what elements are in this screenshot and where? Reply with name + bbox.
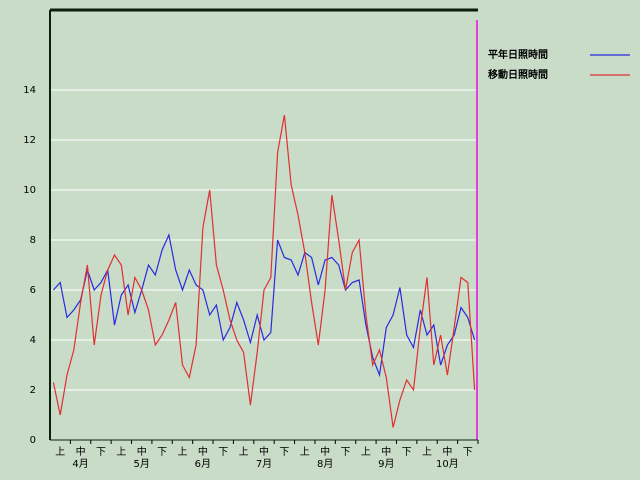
month-label: 10月 (436, 458, 459, 470)
x-tick-label: 上 (177, 446, 187, 458)
x-tick-label: 中 (320, 445, 330, 458)
x-tick-label: 下 (157, 447, 167, 458)
x-tick-label: 中 (198, 445, 208, 458)
y-tick-label: 10 (23, 185, 36, 196)
x-tick-label: 上 (116, 446, 126, 458)
x-tick-label: 中 (76, 445, 86, 458)
month-label: 5月 (134, 458, 150, 470)
legend-label: 平年日照時間 (488, 48, 548, 61)
y-tick-label: 8 (30, 235, 36, 246)
x-tick-label: 下 (279, 447, 289, 458)
month-label: 9月 (378, 458, 394, 470)
month-label: 4月 (72, 458, 88, 470)
month-label: 8月 (317, 458, 333, 470)
x-tick-label: 下 (341, 447, 351, 458)
x-tick-label: 上 (361, 446, 371, 458)
month-label: 6月 (195, 458, 211, 470)
y-tick-label: 4 (30, 335, 36, 346)
month-label: 7月 (256, 458, 272, 470)
x-tick-label: 中 (442, 445, 452, 458)
x-tick-label: 上 (55, 446, 65, 458)
series-line (52, 114, 476, 428)
x-tick-label: 中 (137, 445, 147, 458)
x-tick-label: 下 (96, 447, 106, 458)
y-tick-label: 2 (30, 385, 36, 396)
y-tick-label: 12 (23, 135, 36, 146)
x-tick-label: 下 (402, 447, 412, 458)
legend-label: 移動日照時間 (488, 68, 548, 81)
x-tick-label: 下 (218, 447, 228, 458)
x-tick-label: 上 (422, 446, 432, 458)
y-tick-label: 6 (30, 285, 36, 296)
x-tick-label: 中 (381, 445, 391, 458)
x-tick-label: 上 (239, 446, 249, 458)
y-tick-label: 0 (30, 435, 36, 446)
x-tick-label: 下 (463, 447, 473, 458)
series-line (52, 233, 476, 378)
y-tick-label: 14 (23, 85, 36, 96)
x-tick-label: 上 (300, 446, 310, 458)
x-tick-label: 中 (259, 445, 269, 458)
